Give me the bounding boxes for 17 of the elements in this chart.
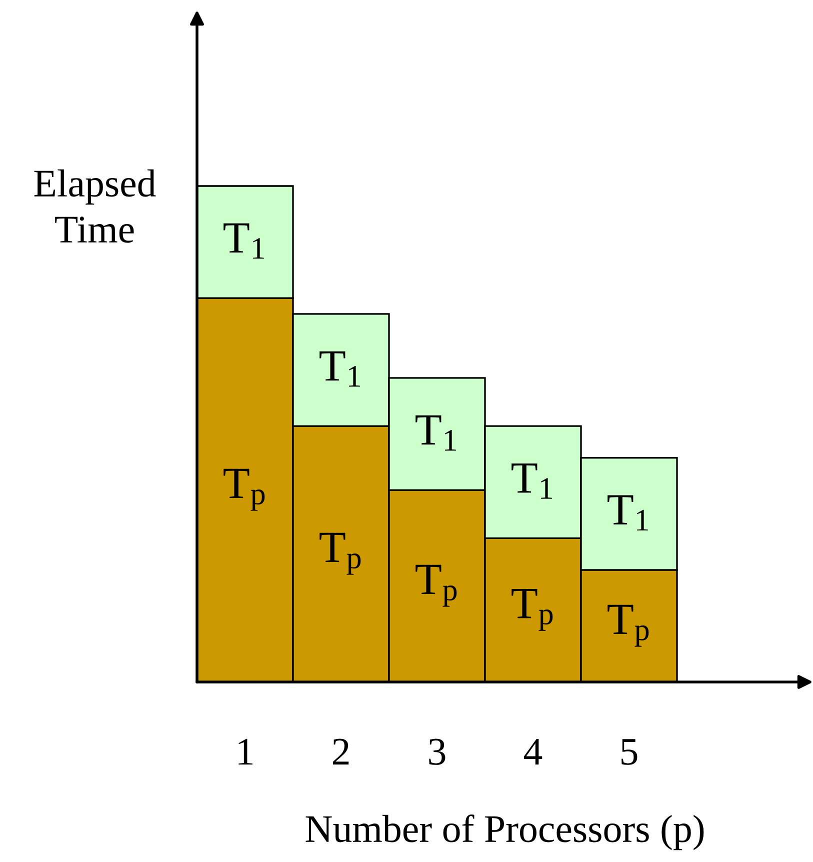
series-label: T$_{1}$ — [320, 351, 360, 387]
y-axis-title: Elapsed Time — [34, 169, 156, 243]
text: T$_{1}$ — [512, 463, 552, 499]
x-axis-title: Number of Processors (p) — [306, 814, 704, 850]
x-tick-label: 5 — [622, 739, 638, 765]
x-tick-label: 1 — [238, 738, 252, 765]
series-label: T$_{p}$ — [320, 532, 361, 575]
text: T$_{1}$ — [416, 415, 456, 451]
text: T$_{p}$ — [608, 604, 649, 647]
x-tick-label: 2 — [332, 738, 349, 765]
text: T$_{p}$ — [224, 468, 265, 511]
x-tick-label: 3 — [429, 738, 446, 765]
text: T$_{1}$ — [224, 223, 264, 259]
text: T$_{p}$ — [512, 588, 553, 631]
x-tick-label: 4 — [524, 738, 542, 765]
text: T$_{p}$ — [416, 564, 457, 607]
text: T$_{1}$ — [608, 495, 648, 530]
